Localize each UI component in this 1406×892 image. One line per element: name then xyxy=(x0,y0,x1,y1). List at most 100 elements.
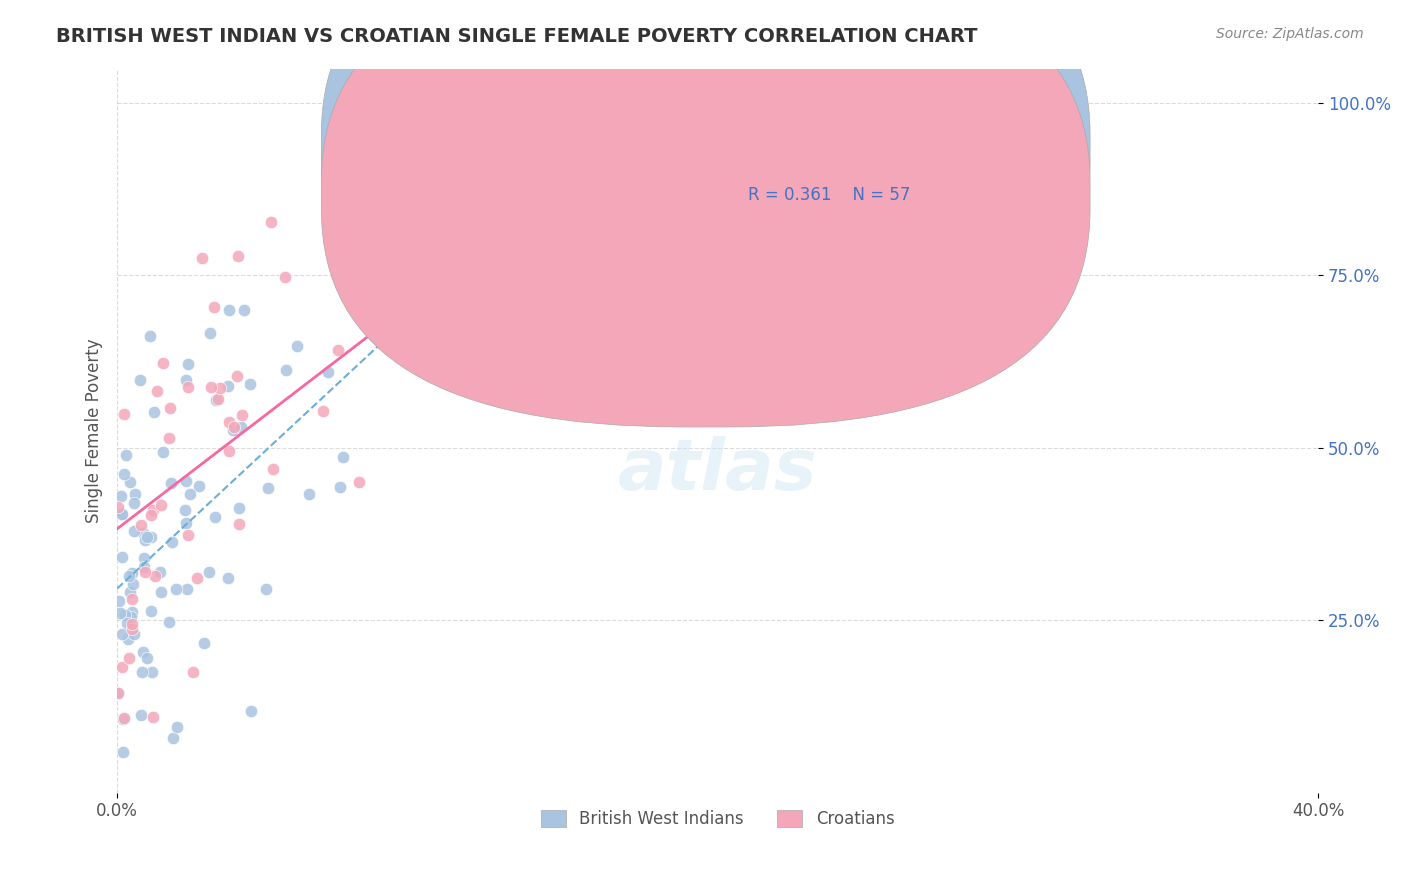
Point xyxy=(287,339,309,353)
Point xyxy=(187,479,209,493)
Point xyxy=(143,405,166,419)
Point xyxy=(157,432,180,446)
Point xyxy=(368,302,391,317)
Point xyxy=(112,711,135,725)
Point xyxy=(121,616,143,631)
Point xyxy=(118,475,141,489)
Point xyxy=(142,710,165,724)
Point xyxy=(111,745,134,759)
Point xyxy=(139,329,162,343)
Point xyxy=(118,585,141,599)
Point xyxy=(207,392,229,407)
Point xyxy=(259,214,281,228)
Point xyxy=(503,199,526,213)
Point xyxy=(111,660,134,674)
Point xyxy=(117,632,139,647)
Point xyxy=(165,582,187,596)
Text: ZIP
atlas: ZIP atlas xyxy=(617,356,818,505)
Point xyxy=(191,252,214,266)
Point xyxy=(231,420,253,434)
Text: R = 0.128    N = 84: R = 0.128 N = 84 xyxy=(748,139,910,157)
Point xyxy=(624,199,647,213)
Point xyxy=(121,566,143,580)
Point xyxy=(329,480,352,494)
Point xyxy=(221,423,243,437)
Legend: British West Indians, Croatians: British West Indians, Croatians xyxy=(534,804,901,835)
Point xyxy=(360,302,382,317)
Point xyxy=(368,302,391,317)
Point xyxy=(166,720,188,734)
Point xyxy=(136,530,159,544)
Point xyxy=(134,560,156,574)
Point xyxy=(121,622,143,636)
Point xyxy=(162,731,184,745)
Point xyxy=(257,481,280,495)
Point xyxy=(159,401,181,415)
Point xyxy=(177,528,200,542)
Point xyxy=(349,475,371,489)
Point xyxy=(141,604,163,618)
Point xyxy=(160,476,183,491)
Point xyxy=(218,415,240,429)
Point xyxy=(122,496,145,510)
Point xyxy=(149,565,172,579)
Point xyxy=(134,551,156,566)
Point xyxy=(228,501,250,516)
Text: Source: ZipAtlas.com: Source: ZipAtlas.com xyxy=(1216,27,1364,41)
FancyBboxPatch shape xyxy=(322,0,1090,380)
Point xyxy=(108,606,131,620)
Point xyxy=(122,627,145,641)
Point xyxy=(107,686,129,700)
Point xyxy=(312,404,335,418)
Point xyxy=(450,199,472,213)
Point xyxy=(135,651,157,665)
FancyBboxPatch shape xyxy=(658,120,981,235)
Point xyxy=(107,594,129,608)
Point xyxy=(110,489,132,503)
Point xyxy=(132,525,155,540)
Point xyxy=(226,249,249,263)
Point xyxy=(273,270,295,285)
Point xyxy=(141,665,163,679)
Point xyxy=(112,467,135,482)
Point xyxy=(654,199,676,213)
Point xyxy=(117,569,139,583)
Point xyxy=(122,524,145,539)
Point xyxy=(149,498,172,512)
Point xyxy=(111,507,134,521)
Point xyxy=(114,607,136,622)
Point xyxy=(432,302,454,317)
Point xyxy=(129,518,152,533)
Point xyxy=(224,420,246,434)
Point xyxy=(121,605,143,619)
Point xyxy=(332,450,354,464)
Point xyxy=(118,651,141,665)
Point xyxy=(316,365,339,379)
Point xyxy=(134,533,156,548)
Point xyxy=(256,582,278,596)
Point xyxy=(142,503,165,517)
Point xyxy=(218,443,240,458)
Point xyxy=(233,302,256,317)
Point xyxy=(503,199,526,213)
Point xyxy=(377,305,399,319)
Point xyxy=(146,384,169,398)
Point xyxy=(326,343,349,358)
Point xyxy=(110,508,132,522)
Point xyxy=(112,407,135,421)
Point xyxy=(200,379,222,393)
FancyBboxPatch shape xyxy=(322,0,1090,427)
Point xyxy=(179,487,201,501)
Point xyxy=(157,615,180,629)
Text: BRITISH WEST INDIAN VS CROATIAN SINGLE FEMALE POVERTY CORRELATION CHART: BRITISH WEST INDIAN VS CROATIAN SINGLE F… xyxy=(56,27,977,45)
Point xyxy=(202,300,225,314)
Point xyxy=(139,530,162,544)
Point xyxy=(239,376,262,391)
Point xyxy=(297,487,319,501)
Point xyxy=(173,503,195,517)
Point xyxy=(149,584,172,599)
Point xyxy=(141,508,163,523)
Point xyxy=(807,199,830,213)
Point xyxy=(107,686,129,700)
Point xyxy=(204,510,226,524)
